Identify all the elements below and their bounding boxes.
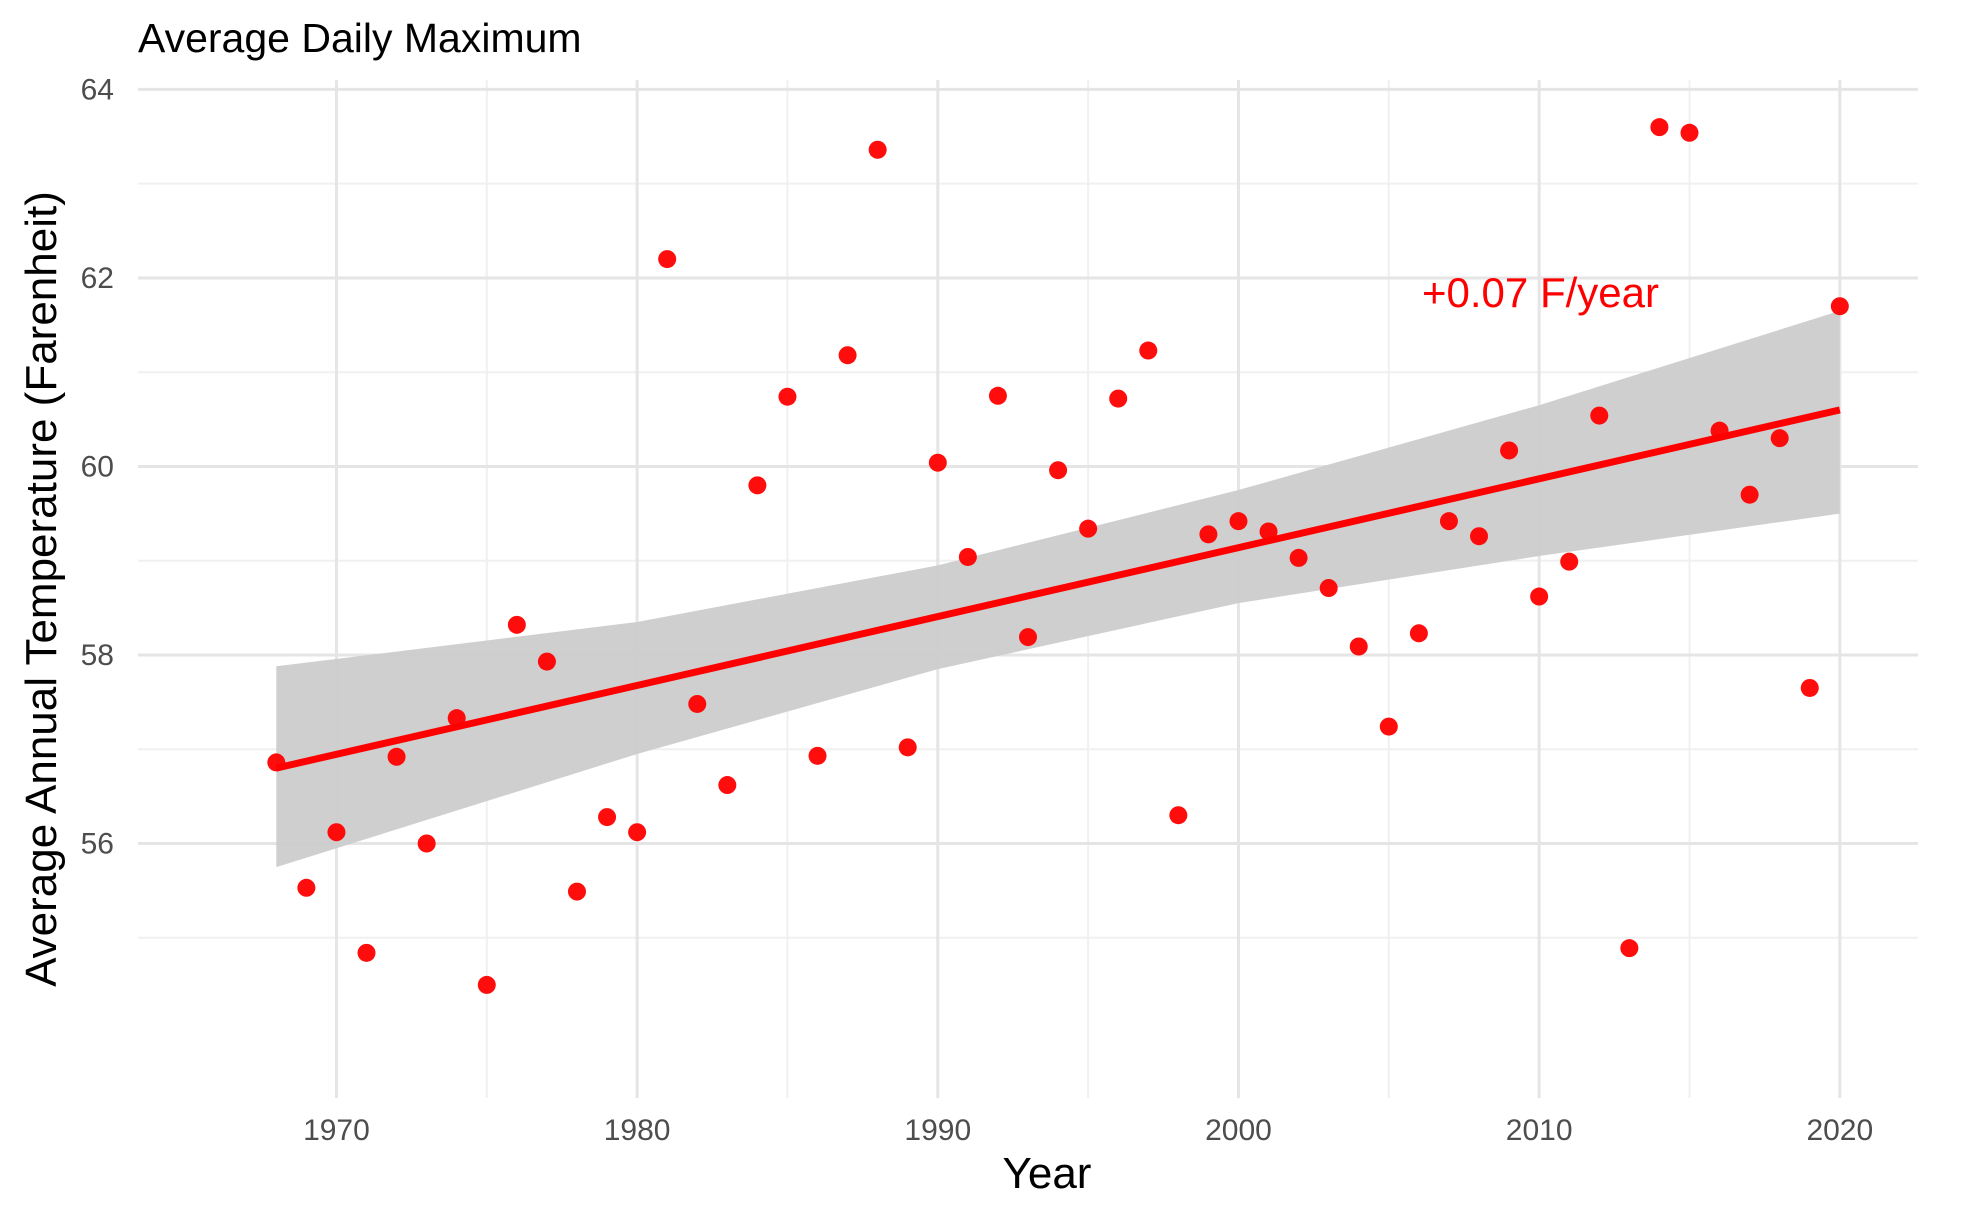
trend-line bbox=[275, 406, 1841, 772]
data-point bbox=[267, 753, 286, 772]
data-point bbox=[1620, 939, 1639, 958]
data-point bbox=[1229, 512, 1248, 531]
data-point bbox=[567, 882, 586, 901]
data-point bbox=[327, 823, 346, 842]
x-tick-label: 1990 bbox=[904, 1114, 971, 1147]
data-point bbox=[1560, 552, 1579, 571]
y-tick-label: 58 bbox=[81, 639, 114, 672]
data-point bbox=[898, 738, 917, 757]
data-point bbox=[1139, 341, 1158, 360]
data-point bbox=[1770, 429, 1789, 448]
data-point bbox=[1590, 406, 1609, 425]
data-point bbox=[1109, 389, 1128, 408]
data-point bbox=[1830, 297, 1849, 316]
data-point bbox=[958, 547, 977, 566]
data-point bbox=[748, 476, 767, 495]
data-point bbox=[1049, 461, 1068, 480]
tick-labels-layer: 1970 1980 1990 2000 2010 2020 56 58 60 62 64 bbox=[81, 73, 1874, 1147]
data-point bbox=[1530, 587, 1549, 606]
data-point bbox=[1740, 485, 1759, 504]
data-point bbox=[1470, 527, 1489, 546]
data-point bbox=[628, 823, 647, 842]
trend-annotation: +0.07 F/year bbox=[1422, 269, 1659, 316]
data-point bbox=[357, 943, 376, 962]
data-point bbox=[718, 776, 737, 795]
y-tick-label: 64 bbox=[81, 73, 114, 106]
y-tick-label: 62 bbox=[81, 262, 114, 295]
data-point bbox=[1710, 421, 1729, 440]
x-tick-label: 1980 bbox=[604, 1114, 671, 1147]
y-axis-title: Average Annual Temperature (Farenheit) bbox=[17, 191, 66, 987]
data-point bbox=[868, 140, 887, 159]
data-point bbox=[1319, 579, 1338, 598]
data-point bbox=[1019, 628, 1037, 647]
x-tick-label: 2020 bbox=[1806, 1114, 1873, 1147]
y-tick-label: 56 bbox=[81, 828, 114, 861]
data-point bbox=[598, 808, 617, 827]
data-point bbox=[1650, 118, 1669, 137]
trend-line-layer bbox=[275, 406, 1841, 772]
data-points-layer bbox=[267, 118, 1849, 994]
data-point bbox=[1349, 637, 1368, 656]
data-point bbox=[507, 615, 526, 634]
data-point bbox=[658, 250, 677, 269]
data-point bbox=[1379, 717, 1398, 736]
data-point bbox=[297, 878, 316, 897]
x-tick-label: 1970 bbox=[303, 1114, 370, 1147]
data-point bbox=[928, 453, 947, 472]
data-point bbox=[1079, 519, 1098, 538]
data-point bbox=[1800, 678, 1819, 697]
data-point bbox=[1500, 441, 1519, 460]
data-point bbox=[447, 709, 466, 728]
y-tick-label: 60 bbox=[81, 450, 114, 483]
data-point bbox=[778, 387, 797, 406]
x-tick-label: 2000 bbox=[1205, 1114, 1272, 1147]
x-tick-label: 2010 bbox=[1506, 1114, 1573, 1147]
data-point bbox=[387, 747, 406, 766]
data-point bbox=[1259, 522, 1278, 541]
data-point bbox=[1289, 548, 1308, 567]
data-point bbox=[1409, 624, 1428, 643]
data-point bbox=[537, 652, 556, 671]
data-point bbox=[808, 746, 827, 765]
data-point bbox=[988, 386, 1007, 405]
x-axis-title: Year bbox=[1003, 1149, 1092, 1198]
data-point bbox=[417, 834, 436, 853]
data-point bbox=[1169, 806, 1188, 825]
data-point bbox=[1680, 123, 1699, 142]
chart-title: Average Daily Maximum bbox=[138, 15, 582, 61]
data-point bbox=[838, 346, 857, 365]
data-point bbox=[1199, 525, 1218, 544]
data-point bbox=[1439, 512, 1458, 531]
data-point bbox=[688, 694, 707, 713]
data-point bbox=[477, 975, 496, 994]
